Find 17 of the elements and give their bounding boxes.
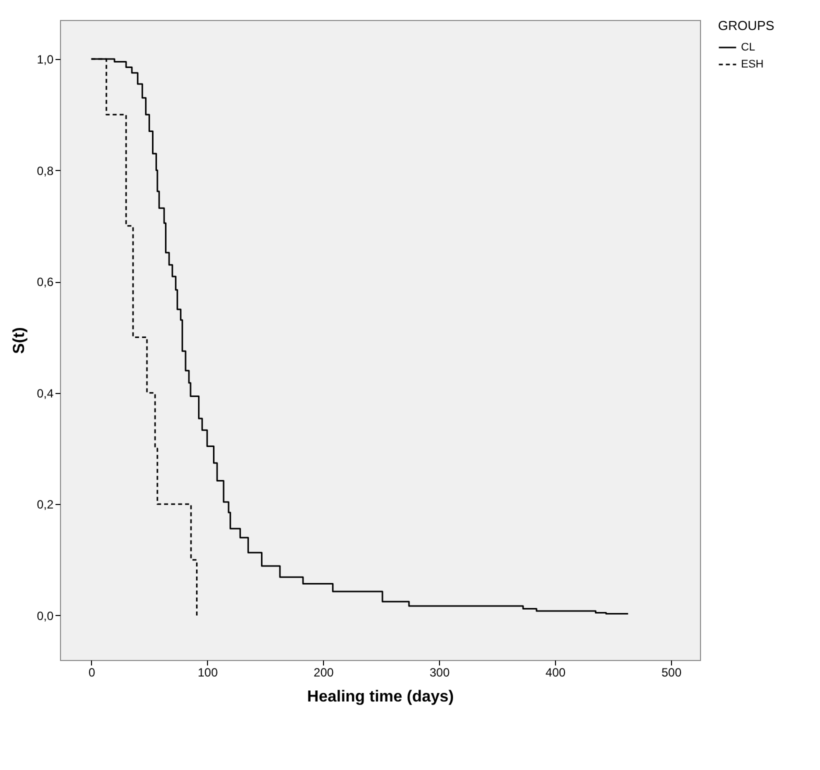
- y-tick-label: 0,6: [36, 275, 54, 290]
- y-tick-label: 0,4: [36, 386, 54, 400]
- y-tick-label: 0,0: [36, 608, 54, 623]
- legend-title: GROUPS: [718, 18, 775, 33]
- legend-label: ESH: [741, 58, 764, 70]
- x-tick-label: 100: [198, 666, 218, 680]
- y-axis-title: S(t): [10, 327, 28, 354]
- legend-label: CL: [741, 42, 756, 54]
- x-tick-label: 500: [662, 666, 682, 680]
- x-tick-label: 400: [546, 666, 566, 680]
- y-tick-label: 1,0: [36, 52, 54, 66]
- y-tick-label: 0,2: [36, 498, 54, 512]
- x-tick-label: 300: [430, 666, 450, 680]
- x-axis-title: Healing time (days): [307, 688, 454, 706]
- x-tick-label: 0: [88, 666, 96, 680]
- x-tick-label: 200: [314, 666, 334, 680]
- y-tick-label: 0,8: [36, 164, 54, 178]
